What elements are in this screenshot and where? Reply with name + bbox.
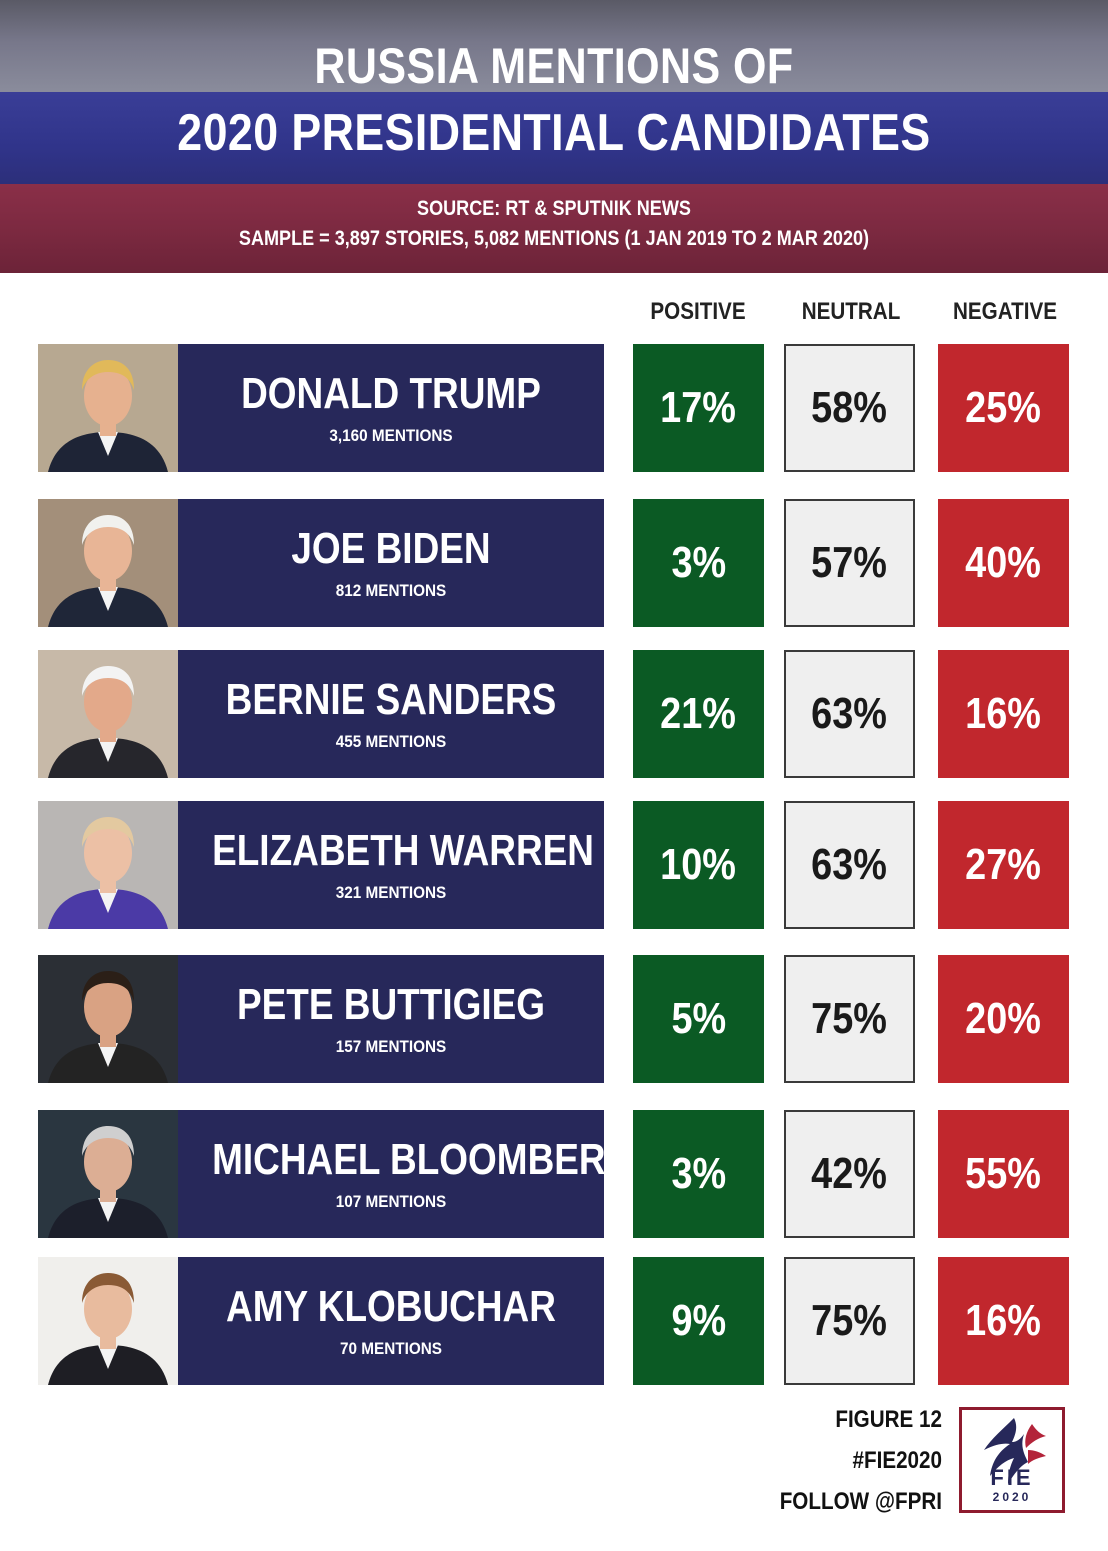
neutral-value: 63%: [811, 689, 888, 738]
candidate-row: BERNIE SANDERS 455 MENTIONS 21% 63% 16%: [0, 650, 1108, 778]
positive-cell: 3%: [633, 499, 764, 627]
positive-value: 10%: [660, 840, 737, 889]
candidate-name: AMY KLOBUCHAR: [226, 1282, 556, 1331]
candidate-name: JOE BIDEN: [291, 524, 491, 573]
candidate-mentions: 157 MENTIONS: [335, 1037, 447, 1056]
candidate-photo: [38, 1110, 178, 1238]
candidate-name-box: PETE BUTTIGIEG 157 MENTIONS: [178, 955, 604, 1083]
negative-value: 16%: [965, 689, 1042, 738]
negative-value: 20%: [965, 994, 1042, 1043]
candidate-mentions: 3,160 MENTIONS: [329, 426, 453, 445]
candidate-photo: [38, 955, 178, 1083]
neutral-cell: 75%: [784, 1257, 915, 1385]
candidate-photo: [38, 1257, 178, 1385]
candidate-mentions: 70 MENTIONS: [339, 1339, 443, 1358]
candidate-mentions: 812 MENTIONS: [335, 581, 447, 600]
negative-value: 55%: [965, 1149, 1042, 1198]
logo-text: FIE: [990, 1465, 1034, 1490]
candidate-name-box: BERNIE SANDERS 455 MENTIONS: [178, 650, 604, 778]
flag-band-red: [0, 184, 1108, 273]
candidate-name: MICHAEL BLOOMBERG: [212, 1135, 635, 1184]
hashtag-label: #FIE2020: [852, 1447, 942, 1474]
neutral-cell: 42%: [784, 1110, 915, 1238]
header-banner: RUSSIA MENTIONS OF 2020 PRESIDENTIAL CAN…: [0, 0, 1108, 273]
negative-cell: 55%: [938, 1110, 1069, 1238]
positive-cell: 17%: [633, 344, 764, 472]
candidate-row: MICHAEL BLOOMBERG 107 MENTIONS 3% 42% 55%: [0, 1110, 1108, 1238]
candidate-name: BERNIE SANDERS: [225, 675, 557, 724]
candidate-name-box: JOE BIDEN 812 MENTIONS: [178, 499, 604, 627]
negative-cell: 25%: [938, 344, 1069, 472]
candidate-name-box: DONALD TRUMP 3,160 MENTIONS: [178, 344, 604, 472]
candidate-mentions: 107 MENTIONS: [335, 1192, 447, 1211]
positive-cell: 21%: [633, 650, 764, 778]
positive-value: 21%: [660, 689, 737, 738]
column-header-positive: POSITIVE: [650, 298, 746, 325]
candidate-row: JOE BIDEN 812 MENTIONS 3% 57% 40%: [0, 499, 1108, 627]
negative-cell: 40%: [938, 499, 1069, 627]
source-line: SOURCE: RT & SPUTNIK NEWS: [417, 197, 691, 220]
column-header-neutral: NEUTRAL: [801, 298, 901, 325]
positive-value: 3%: [671, 538, 726, 587]
neutral-cell: 63%: [784, 801, 915, 929]
candidate-name: DONALD TRUMP: [241, 369, 541, 418]
positive-cell: 5%: [633, 955, 764, 1083]
logo-year: 2020: [992, 1490, 1032, 1504]
candidate-row: DONALD TRUMP 3,160 MENTIONS 17% 58% 25%: [0, 344, 1108, 472]
title-line-1: RUSSIA MENTIONS OF: [314, 38, 794, 94]
neutral-value: 63%: [811, 840, 888, 889]
candidate-name-box: AMY KLOBUCHAR 70 MENTIONS: [178, 1257, 604, 1385]
sample-line: SAMPLE = 3,897 STORIES, 5,082 MENTIONS (…: [238, 227, 870, 250]
neutral-cell: 58%: [784, 344, 915, 472]
positive-value: 5%: [671, 994, 726, 1043]
negative-cell: 16%: [938, 1257, 1069, 1385]
fie-logo: FIE 2020: [959, 1407, 1065, 1513]
neutral-value: 57%: [811, 538, 888, 587]
eagle-icon: [984, 1418, 1046, 1484]
candidate-photo: [38, 499, 178, 627]
candidate-row: ELIZABETH WARREN 321 MENTIONS 10% 63% 27%: [0, 801, 1108, 929]
candidate-mentions: 321 MENTIONS: [335, 883, 447, 902]
follow-label: FOLLOW @FPRI: [779, 1488, 942, 1515]
candidate-name: ELIZABETH WARREN: [212, 826, 594, 875]
negative-value: 25%: [965, 383, 1042, 432]
positive-value: 9%: [671, 1296, 726, 1345]
negative-value: 40%: [965, 538, 1042, 587]
neutral-cell: 57%: [784, 499, 915, 627]
neutral-cell: 75%: [784, 955, 915, 1083]
candidate-name: PETE BUTTIGIEG: [236, 980, 546, 1029]
flag-band-white: [0, 0, 1108, 92]
positive-cell: 9%: [633, 1257, 764, 1385]
candidate-photo: [38, 650, 178, 778]
candidate-name-box: ELIZABETH WARREN 321 MENTIONS: [178, 801, 604, 929]
neutral-cell: 63%: [784, 650, 915, 778]
candidate-photo: [38, 801, 178, 929]
negative-value: 16%: [965, 1296, 1042, 1345]
positive-cell: 3%: [633, 1110, 764, 1238]
title-line-2: 2020 PRESIDENTIAL CANDIDATES: [177, 104, 931, 162]
candidate-row: PETE BUTTIGIEG 157 MENTIONS 5% 75% 20%: [0, 955, 1108, 1083]
candidate-name-box: MICHAEL BLOOMBERG 107 MENTIONS: [178, 1110, 635, 1238]
candidate-photo: [38, 344, 178, 472]
column-header-negative: NEGATIVE: [953, 298, 1057, 325]
negative-cell: 20%: [938, 955, 1069, 1083]
negative-cell: 16%: [938, 650, 1069, 778]
negative-cell: 27%: [938, 801, 1069, 929]
figure-label: FIGURE 12: [835, 1406, 942, 1433]
neutral-value: 75%: [811, 1296, 888, 1345]
flag-band-blue: [0, 92, 1108, 184]
candidate-row: AMY KLOBUCHAR 70 MENTIONS 9% 75% 16%: [0, 1257, 1108, 1385]
neutral-value: 58%: [811, 383, 888, 432]
positive-value: 3%: [671, 1149, 726, 1198]
neutral-value: 75%: [811, 994, 888, 1043]
neutral-value: 42%: [811, 1149, 888, 1198]
negative-value: 27%: [965, 840, 1042, 889]
positive-value: 17%: [660, 383, 737, 432]
positive-cell: 10%: [633, 801, 764, 929]
candidate-mentions: 455 MENTIONS: [335, 732, 447, 751]
